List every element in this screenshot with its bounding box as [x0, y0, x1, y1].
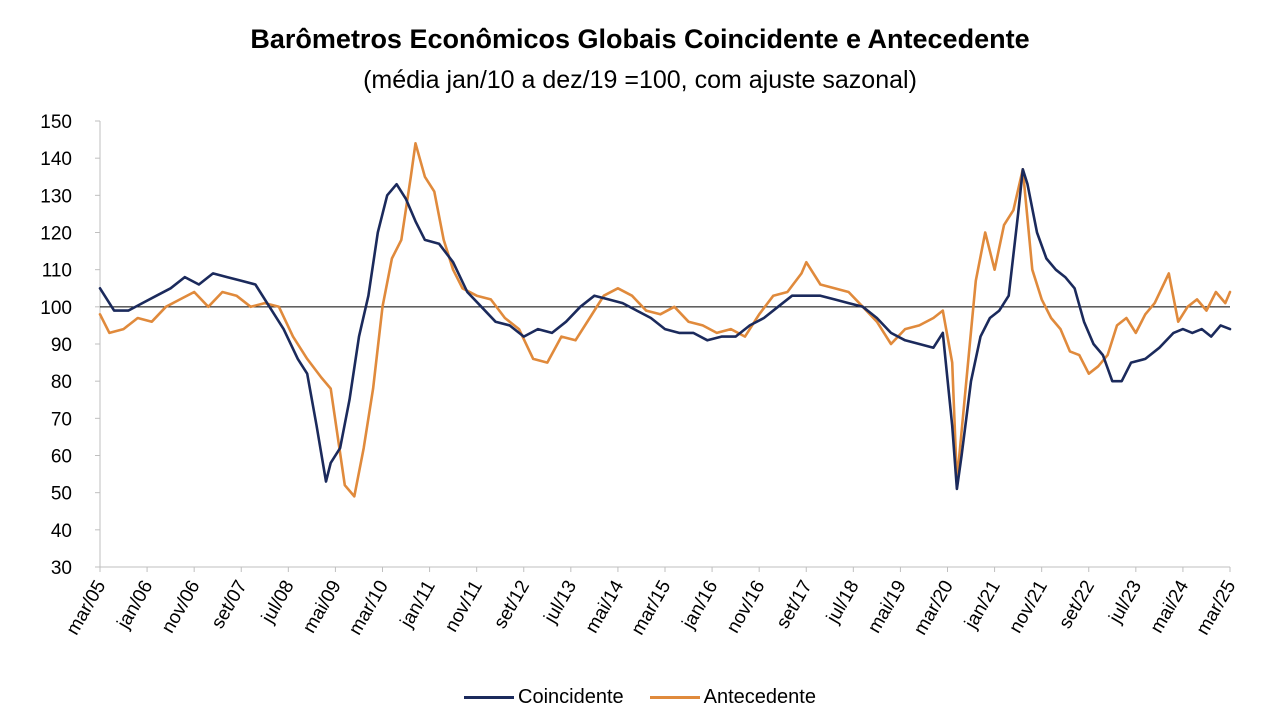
series-group	[98, 142, 1232, 498]
y-axis: 30 40 50 60 70 80 90 100 110 120 130 140 150	[40, 112, 101, 579]
legend-label-coincidente: Coincidente	[518, 686, 624, 708]
x-tick-label: set/17	[773, 577, 817, 632]
x-axis: mar/05 jan/06 nov/06 set/07 jul/08 mai/09 mar/…	[63, 566, 1241, 639]
y-tick-label: 140	[40, 149, 72, 170]
legend-item-coincidente: Coincidente	[464, 686, 624, 709]
y-tick-label: 80	[51, 372, 72, 393]
x-tick-label: mar/25	[1193, 577, 1241, 639]
x-tick-label: mai/24	[1147, 577, 1194, 637]
y-tick-label: 90	[51, 335, 72, 356]
legend-label-antecedente: Antecedente	[703, 686, 816, 708]
x-tick-label: nov/16	[723, 577, 770, 637]
x-tick-label: jul/18	[822, 577, 863, 628]
y-tick-label: 50	[51, 484, 72, 505]
x-tick-label: nov/11	[441, 577, 487, 636]
y-tick-label: 120	[40, 224, 72, 245]
chart-title: Barômetros Econômicos Globais Coincident…	[250, 24, 1030, 54]
x-tick-label: mar/05	[63, 577, 111, 639]
x-tick-label: jan/06	[113, 577, 158, 633]
legend: Coincidente Antecedente	[0, 686, 1280, 709]
x-tick-label: set/22	[1055, 577, 1099, 632]
x-tick-label: nov/21	[1005, 577, 1052, 637]
y-tick-label: 40	[51, 521, 72, 542]
y-tick-label: 60	[51, 447, 72, 468]
x-tick-label: jan/21	[960, 577, 1005, 633]
x-tick-label: mai/19	[864, 577, 911, 637]
x-tick-label: jan/11	[396, 577, 440, 632]
y-tick-label: 70	[51, 409, 72, 430]
x-tick-label: set/12	[490, 577, 534, 632]
x-tick-label: jul/13	[540, 577, 581, 628]
series-line-coincidente	[98, 168, 1232, 491]
series-line-antecedente	[98, 142, 1232, 498]
x-tick-label: mar/20	[910, 577, 958, 639]
x-tick-label: mar/15	[628, 577, 676, 639]
y-tick-label: 130	[40, 186, 72, 207]
y-tick-label: 110	[42, 261, 72, 282]
x-tick-label: nov/06	[158, 577, 205, 637]
y-tick-label: 30	[51, 558, 72, 579]
x-tick-label: set/07	[208, 577, 252, 632]
x-tick-label: mai/09	[299, 577, 346, 637]
x-tick-label: mai/14	[582, 577, 629, 637]
y-tick-label: 150	[40, 112, 72, 133]
x-tick-label: jul/23	[1105, 577, 1146, 628]
x-tick-label: jan/16	[678, 577, 723, 633]
chart-subtitle: (média jan/10 a dez/19 =100, com ajuste …	[363, 66, 917, 94]
legend-swatch-coincidente	[464, 696, 515, 699]
x-tick-label: mar/10	[345, 577, 393, 639]
x-tick-label: jul/08	[257, 577, 298, 628]
legend-swatch-antecedente	[649, 696, 700, 699]
y-tick-label: 100	[40, 298, 72, 319]
legend-item-antecedente: Antecedente	[649, 686, 816, 709]
